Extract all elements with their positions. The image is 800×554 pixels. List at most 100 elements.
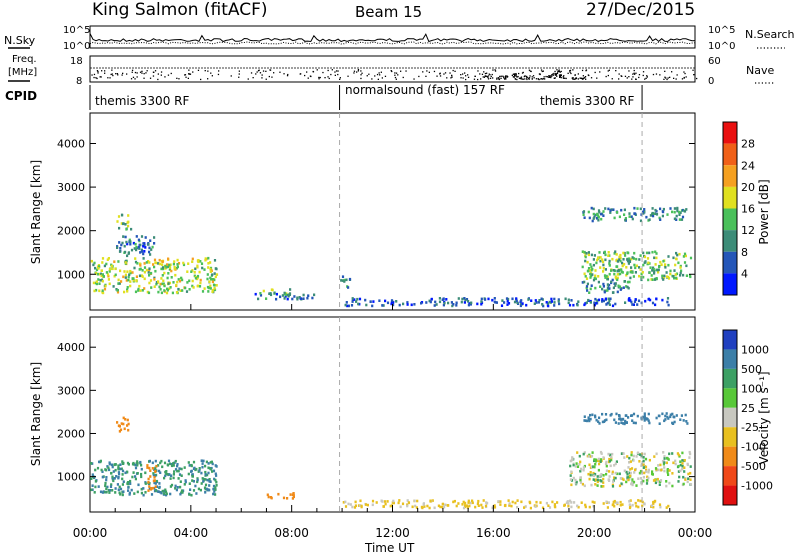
echo-cell	[676, 207, 679, 211]
echo-cell	[625, 480, 628, 484]
echo-cell	[621, 422, 625, 425]
echo-cell	[395, 300, 398, 303]
freq-mark	[594, 71, 596, 74]
echo-cell	[162, 267, 165, 271]
echo-cell	[623, 263, 626, 266]
echo-cell	[116, 220, 119, 223]
echo-cell	[553, 304, 556, 307]
echo-cell	[683, 210, 687, 213]
freq-mark	[496, 78, 498, 80]
echo-cell	[642, 475, 645, 479]
echo-cell	[284, 295, 287, 298]
freq-mark	[268, 75, 270, 78]
echo-cell	[506, 300, 509, 303]
echo-cell	[641, 271, 644, 274]
echo-cell	[127, 278, 130, 282]
echo-cell	[130, 227, 133, 231]
freq-mark	[95, 77, 97, 79]
echo-cell	[147, 260, 150, 263]
echo-cell	[200, 482, 203, 485]
echo-cell	[126, 270, 129, 273]
echo-cell	[130, 488, 133, 492]
echo-cell	[651, 278, 654, 281]
echo-cell	[674, 263, 677, 267]
echo-cell	[124, 223, 127, 226]
echo-cell	[648, 421, 651, 425]
echo-cell	[596, 301, 599, 305]
echo-cell	[484, 504, 488, 508]
echo-cell	[159, 471, 162, 474]
echo-cell	[202, 480, 205, 483]
echo-cell	[176, 486, 179, 489]
echo-cell	[147, 477, 150, 481]
echo-cell	[153, 258, 157, 262]
echo-cell	[428, 299, 431, 303]
freq-mark	[559, 71, 561, 73]
freq-mark	[381, 77, 383, 79]
echo-cell	[191, 473, 194, 476]
echo-cell	[447, 504, 450, 507]
echo-cell	[206, 488, 210, 492]
freq-mark	[484, 72, 487, 75]
echo-cell	[90, 488, 93, 492]
echo-cell	[133, 247, 136, 250]
echo-cell	[582, 210, 586, 213]
echo-cell	[443, 505, 446, 509]
echo-cell	[654, 208, 657, 212]
echo-cell	[588, 269, 591, 272]
echo-cell	[152, 263, 155, 266]
echo-cell	[122, 480, 125, 483]
echo-cell	[638, 471, 641, 475]
echo-cell	[599, 450, 603, 454]
echo-cell	[516, 506, 519, 509]
echo-cell	[675, 218, 678, 221]
echo-cell	[164, 470, 167, 474]
echo-cell	[593, 276, 596, 280]
echo-cell	[681, 467, 684, 471]
echo-cell	[628, 461, 631, 464]
echo-cell	[146, 466, 149, 469]
echo-cell	[619, 503, 622, 507]
freq-mark	[454, 70, 456, 72]
echo-cell	[604, 258, 607, 262]
freq-mark	[548, 75, 550, 77]
freq-mark	[569, 69, 572, 72]
echo-cell	[677, 480, 680, 483]
echo-cell	[157, 262, 160, 265]
freq-mark	[531, 76, 533, 78]
echo-cell	[159, 461, 162, 465]
freq-mark	[681, 78, 684, 80]
freq-mark	[664, 76, 666, 78]
echo-cell	[143, 243, 146, 247]
freq-mark	[192, 71, 194, 73]
echo-cell	[146, 464, 149, 467]
echo-cell	[588, 463, 591, 467]
echo-cell	[624, 218, 627, 222]
freq-mark	[557, 70, 559, 72]
echo-cell	[675, 272, 679, 276]
echo-cell	[642, 251, 645, 255]
echo-cell	[655, 213, 659, 216]
echo-cell	[610, 458, 613, 462]
colorbar-swatch	[723, 485, 737, 505]
echo-cell	[607, 452, 610, 456]
freq-mark	[579, 77, 581, 79]
echo-cell	[348, 277, 352, 281]
echo-cell	[491, 298, 494, 302]
echo-cell	[341, 275, 345, 278]
echo-cell	[160, 291, 163, 295]
echo-cell	[681, 462, 684, 465]
echo-cell	[114, 487, 117, 490]
freq-mark	[139, 71, 142, 73]
freq-mark	[572, 77, 574, 79]
echo-cell	[158, 482, 161, 485]
echo-cell	[653, 256, 656, 260]
echo-cell	[620, 421, 623, 424]
echo-cell	[676, 452, 679, 455]
echo-cell	[124, 273, 127, 277]
echo-cell	[679, 463, 682, 467]
echo-cell	[407, 501, 410, 504]
echo-cell	[688, 450, 691, 454]
freq-mark	[261, 77, 263, 79]
echo-cell	[114, 273, 117, 277]
